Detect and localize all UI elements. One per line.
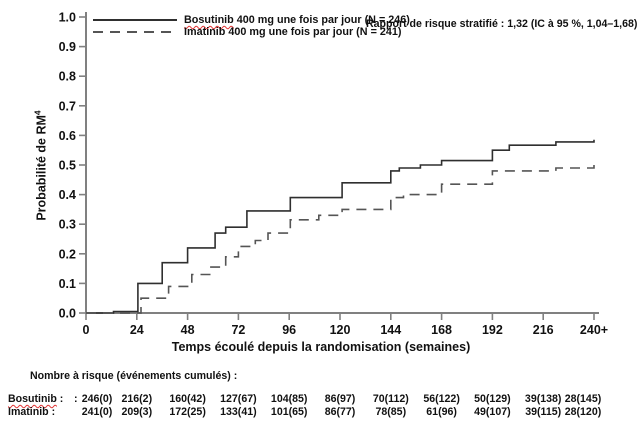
risk-row-word-imatinib: Imatinib bbox=[8, 406, 49, 418]
risk-value: 127(67) bbox=[220, 393, 257, 405]
risk-value: 78(85) bbox=[375, 406, 407, 418]
hazard-ratio-annotation: Rapport de risque stratifié : 1,32 (IC à… bbox=[366, 18, 638, 30]
x-tick-label: 216 bbox=[533, 323, 554, 337]
km-chart: 0.0 0.1 0.2 0.3 0.4 0.5 0.6 0.7 0.8 0.9 1.0 0 24 48 72… bbox=[59, 11, 608, 338]
risk-value: 133(41) bbox=[220, 406, 257, 418]
y-axis-title-superscript: 4 bbox=[32, 110, 43, 116]
legend-rest-bosutinib: 400 mg une fois par jour (N = 246) bbox=[233, 14, 410, 26]
risk-value: 216(2) bbox=[121, 393, 153, 405]
legend-word-imatinib: Imatinib bbox=[184, 26, 226, 38]
x-tick-label: 192 bbox=[482, 323, 503, 337]
x-tick-label: 120 bbox=[330, 323, 351, 337]
risk-row-bosutinib: Bosutinib : : 246(0) 216(2) 160(42) 127(67)… bbox=[0, 393, 641, 406]
risk-value: 56(122) bbox=[423, 393, 460, 405]
risk-value: 104(85) bbox=[270, 393, 308, 405]
legend-dashed-line-swatch bbox=[93, 31, 177, 33]
risk-value: 39(115) bbox=[525, 406, 562, 418]
risk-value: 86(77) bbox=[324, 406, 356, 418]
y-tick-label: 0.4 bbox=[59, 188, 76, 202]
risk-row-colon-bosutinib: : bbox=[56, 393, 64, 405]
x-tick-label: 168 bbox=[431, 323, 452, 337]
y-tick-label: 1.0 bbox=[59, 11, 76, 25]
risk-row-imatinib: Imatinib : 241(0) 209(3) 172(25) 133(41) 101… bbox=[0, 406, 641, 419]
risk-value: 160(42) bbox=[169, 393, 206, 405]
risk-row-word-bosutinib: Bosutinib bbox=[8, 393, 57, 405]
risk-value: 172(25) bbox=[169, 406, 206, 418]
y-axis-title: Probabilité de RM4 bbox=[30, 91, 49, 241]
risk-value: 101(65) bbox=[270, 406, 308, 418]
y-tick-label: 0.0 bbox=[59, 307, 76, 321]
legend-item-bosutinib: Bosutinib 400 mg une fois par jour (N = … bbox=[93, 14, 410, 26]
legend: Bosutinib 400 mg une fois par jour (N = … bbox=[93, 14, 410, 38]
legend-label-imatinib: Imatinib 400 mg une fois par jour (N = 2… bbox=[184, 26, 402, 38]
y-tick-label: 0.6 bbox=[59, 129, 76, 143]
risk-value: 70(112) bbox=[372, 393, 409, 405]
x-tick-label: 0 bbox=[83, 323, 90, 337]
risk-value: 209(3) bbox=[121, 406, 153, 418]
risk-value: 28(120) bbox=[564, 406, 602, 418]
y-tick-label: 0.3 bbox=[59, 218, 76, 232]
risk-value: 86(97) bbox=[324, 393, 356, 405]
x-tick-label: 24 bbox=[130, 323, 144, 337]
x-tick-label: 96 bbox=[282, 323, 296, 337]
legend-solid-line-swatch bbox=[93, 19, 177, 21]
risk-value: 61(96) bbox=[426, 406, 457, 418]
y-tick-label: 0.5 bbox=[59, 159, 76, 173]
y-tick-label: 0.1 bbox=[59, 277, 76, 291]
risk-value: 246(0) bbox=[81, 393, 113, 405]
risk-value: 28(145) bbox=[564, 393, 602, 405]
stray-mark: : bbox=[74, 393, 78, 405]
y-tick-label: 0.8 bbox=[59, 70, 76, 84]
legend-label-bosutinib: Bosutinib 400 mg une fois par jour (N = … bbox=[184, 14, 410, 26]
legend-rest-imatinib: 400 mg une fois par jour (N = 241) bbox=[225, 26, 402, 38]
legend-word-bosutinib: Bosutinib bbox=[184, 14, 234, 26]
risk-row-colon-imatinib: : bbox=[48, 406, 56, 418]
series-bosutinib-curve bbox=[86, 139, 595, 314]
x-tick-label: 48 bbox=[181, 323, 195, 337]
y-axis-title-text: Probabilité de RM bbox=[34, 115, 49, 221]
y-tick-label: 0.2 bbox=[59, 247, 76, 261]
risk-value: 241(0) bbox=[81, 406, 113, 418]
risk-row-label-bosutinib: Bosutinib : bbox=[8, 393, 63, 405]
risk-value: 39(138) bbox=[524, 393, 562, 405]
y-tick-label: 0.9 bbox=[59, 40, 76, 54]
legend-item-imatinib: Imatinib 400 mg une fois par jour (N = 2… bbox=[93, 26, 410, 38]
risk-value: 50(129) bbox=[474, 393, 511, 405]
y-tick-label: 0.7 bbox=[59, 99, 76, 113]
x-tick-label: 144 bbox=[380, 323, 401, 337]
x-axis-title: Temps écoulé depuis la randomisation (se… bbox=[171, 340, 471, 354]
series-imatinib-curve bbox=[86, 165, 595, 314]
risk-table-header: Nombre à risque (événements cumulés) : bbox=[30, 370, 238, 382]
x-tick-label: 72 bbox=[231, 323, 245, 337]
risk-row-label-imatinib: Imatinib : bbox=[8, 406, 55, 418]
risk-value: 49(107) bbox=[474, 406, 511, 418]
x-tick-label: 240+ bbox=[580, 323, 608, 337]
